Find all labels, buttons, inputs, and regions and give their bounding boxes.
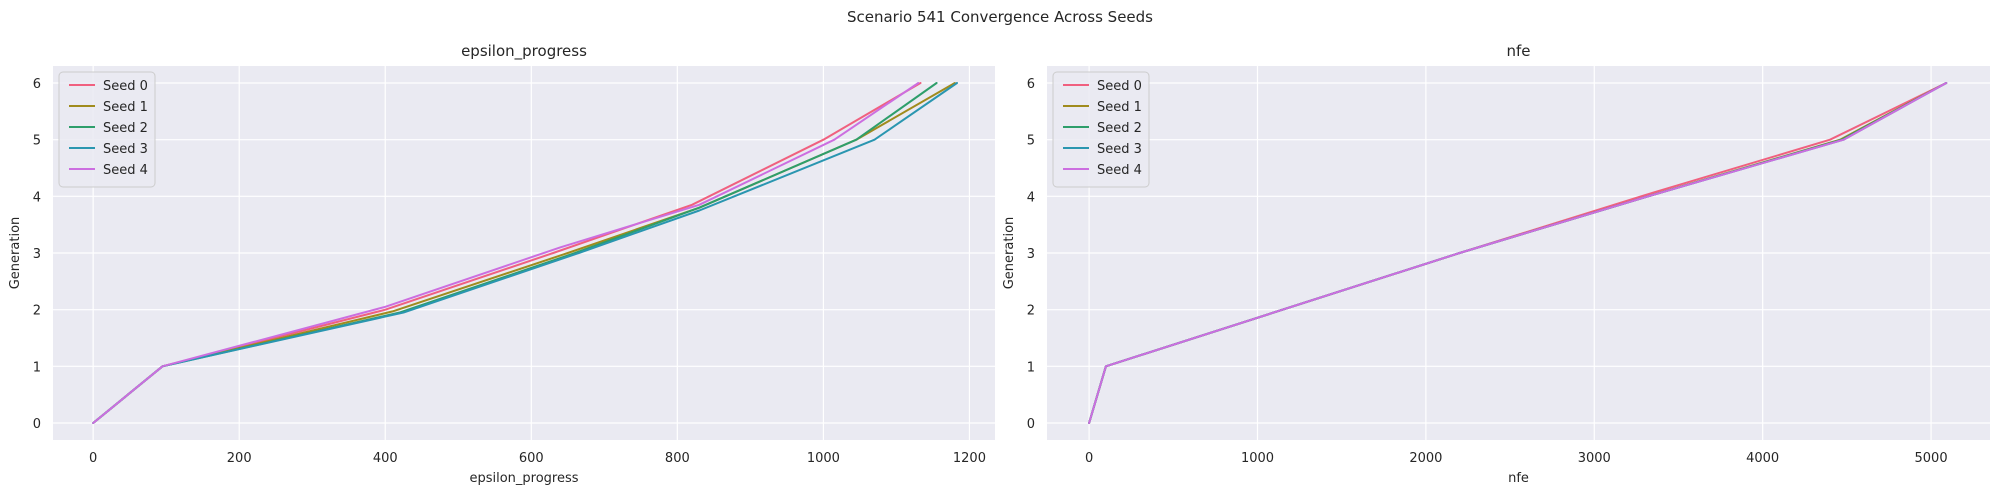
chart-panel-1: 0 200 400 600 800 1000 1200 0 1 2 3 4 5 6 epsilon_prog… [8,42,995,486]
legend-label: Seed 0 [103,79,148,94]
legend-box [1052,71,1150,188]
x-tick-label: 400 [373,451,398,466]
legend-label: Seed 2 [103,121,148,136]
legend-label: Seed 3 [103,142,148,157]
y-tick-label: 3 [33,247,41,262]
legend: Seed 0 Seed 1 Seed 2 Seed 3 Seed 4 [58,71,156,188]
y-tick-label: 6 [1027,77,1035,92]
x-tick-label: 1200 [953,451,986,466]
legend-box [58,71,156,188]
y-tick-label: 2 [33,304,41,319]
y-tick-label: 1 [1027,360,1035,375]
series-line-seed-4 [1088,82,1948,424]
x-tick-label: 3000 [1578,451,1611,466]
y-tick-label: 2 [1027,304,1035,319]
y-tick-label: 1 [33,360,41,375]
x-tick-label: 1000 [1241,451,1274,466]
legend-label: Seed 0 [1097,79,1142,94]
y-tick-label: 3 [1027,247,1035,262]
y-tick-label: 4 [1027,190,1035,205]
y-tick-label: 5 [1027,134,1035,149]
x-tick-label: 200 [227,451,252,466]
y-axis-label: Generation [8,217,23,290]
legend-label: Seed 4 [1097,163,1142,178]
x-tick-label: 800 [665,451,690,466]
figure-title: Scenario 541 Convergence Across Seeds [847,8,1153,26]
x-tick-label: 4000 [1746,451,1779,466]
chart-title: nfe [1506,42,1530,60]
series-line-seed-4 [92,82,920,424]
legend-label: Seed 3 [1097,142,1142,157]
x-axis-label: epsilon_progress [469,471,578,486]
x-tick-label: 2000 [1409,451,1442,466]
legend-label: Seed 1 [103,100,148,115]
legend-label: Seed 1 [1097,100,1142,115]
x-tick-label: 0 [1085,451,1093,466]
chart-panel-2: 0 1000 2000 3000 4000 5000 0 1 2 3 4 5 6 nfe nfe Genera… [1002,42,1990,486]
y-tick-label: 5 [33,134,41,149]
x-tick-label: 600 [519,451,544,466]
legend: Seed 0 Seed 1 Seed 2 Seed 3 Seed 4 [1052,71,1150,188]
y-tick-label: 0 [33,417,41,432]
x-tick-label: 5000 [1915,451,1948,466]
legend-label: Seed 2 [1097,121,1142,136]
legend-label: Seed 4 [103,163,148,178]
y-tick-label: 0 [1027,417,1035,432]
x-tick-label: 0 [89,451,97,466]
chart-title: epsilon_progress [461,42,587,61]
y-tick-label: 6 [33,77,41,92]
x-tick-label: 1000 [807,451,840,466]
y-tick-label: 4 [33,190,41,205]
y-axis-label: Generation [1002,217,1017,290]
x-axis-label: nfe [1508,471,1529,486]
